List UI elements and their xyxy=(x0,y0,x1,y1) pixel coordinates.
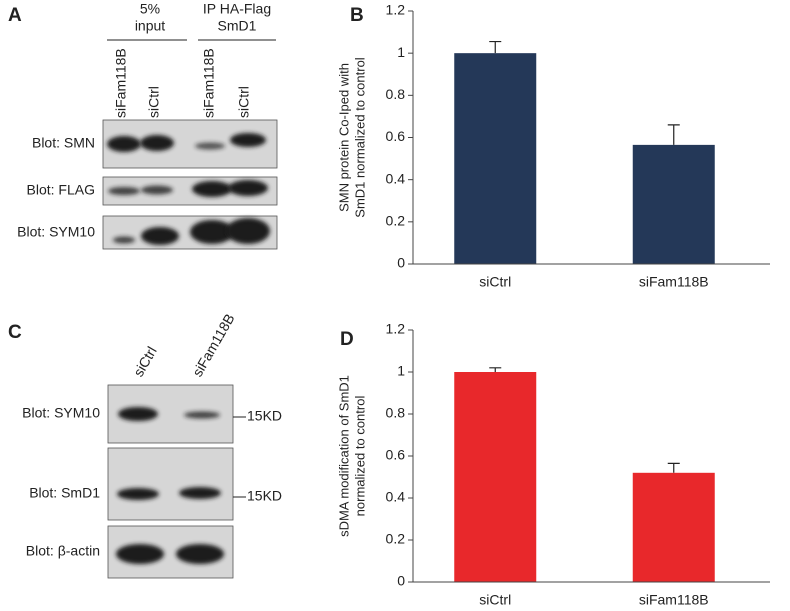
error-bar xyxy=(667,124,680,145)
y-tick-label: 0.8 xyxy=(386,86,406,102)
blot-label: Blot: FLAG xyxy=(27,182,95,198)
y-tick-label: 1.2 xyxy=(386,2,406,18)
group-label: IP HA-Flag xyxy=(203,1,271,17)
band xyxy=(228,180,268,196)
lane-label: siFam118B xyxy=(113,48,129,118)
band xyxy=(141,185,173,195)
band xyxy=(192,181,232,197)
band xyxy=(184,411,220,419)
blot-label: Blot: SmD1 xyxy=(29,485,100,501)
y-tick-label: 1 xyxy=(397,44,405,60)
group-label: input xyxy=(135,18,165,34)
size-marker: 15KD xyxy=(247,408,282,424)
band xyxy=(226,218,270,244)
x-tick-label: siCtrl xyxy=(479,592,511,608)
x-tick-label: siFam118B xyxy=(639,274,709,290)
y-axis-label: normalized to control xyxy=(352,396,367,517)
bar xyxy=(632,472,715,582)
y-tick-label: 0.2 xyxy=(386,531,406,547)
y-axis-label: SMN protein Co-Iped with xyxy=(336,63,351,212)
error-bar xyxy=(667,462,680,473)
band xyxy=(140,135,174,151)
bar xyxy=(454,372,537,582)
y-tick-label: 0.8 xyxy=(386,405,406,421)
band xyxy=(176,544,224,564)
panel-label: D xyxy=(340,329,354,350)
y-tick-label: 0 xyxy=(397,573,405,589)
band xyxy=(118,407,158,421)
band xyxy=(117,488,159,500)
group-label: SmD1 xyxy=(218,18,257,34)
band xyxy=(195,142,225,150)
size-marker: 15KD xyxy=(247,488,282,504)
panel-label: A xyxy=(8,5,22,26)
blot-label: Blot: SYM10 xyxy=(17,224,95,240)
y-tick-label: 0.6 xyxy=(386,447,406,463)
blot-label: Blot: SMN xyxy=(32,135,95,151)
blot-label: Blot: SYM10 xyxy=(22,405,100,421)
blot-box xyxy=(107,447,234,521)
lane-label: siFam118B xyxy=(189,311,238,379)
blot-images xyxy=(102,39,278,579)
blot-label: Blot: β-actin xyxy=(26,543,100,559)
band xyxy=(113,236,135,244)
y-axis-label: sDMA modification of SmD1 xyxy=(336,375,351,537)
panel-label: C xyxy=(8,322,22,343)
panel-label: B xyxy=(350,5,364,26)
y-tick-label: 1.2 xyxy=(386,321,406,337)
x-tick-label: siFam118B xyxy=(639,592,709,608)
y-tick-label: 1 xyxy=(397,363,405,379)
band xyxy=(107,136,141,152)
y-tick-label: 0.6 xyxy=(386,128,406,144)
band xyxy=(190,220,234,244)
lane-label: siCtrl xyxy=(146,86,162,118)
y-tick-label: 0 xyxy=(397,255,405,271)
y-tick-label: 0.2 xyxy=(386,213,406,229)
band xyxy=(108,187,140,195)
bar xyxy=(454,53,537,264)
band xyxy=(116,544,164,564)
lane-label: siCtrl xyxy=(236,86,252,118)
error-bar xyxy=(489,367,502,372)
error-bar xyxy=(489,40,502,54)
band xyxy=(141,227,179,245)
group-label: 5% xyxy=(140,1,160,17)
y-tick-label: 0.4 xyxy=(386,170,406,186)
lane-label: siCtrl xyxy=(130,344,160,380)
lane-label: siFam118B xyxy=(201,48,217,118)
x-tick-label: siCtrl xyxy=(479,274,511,290)
y-axis-label: SmD1 normalized to control xyxy=(352,57,367,218)
y-tick-label: 0.4 xyxy=(386,489,406,505)
band xyxy=(179,487,221,499)
bar xyxy=(632,144,715,264)
band xyxy=(230,133,266,147)
